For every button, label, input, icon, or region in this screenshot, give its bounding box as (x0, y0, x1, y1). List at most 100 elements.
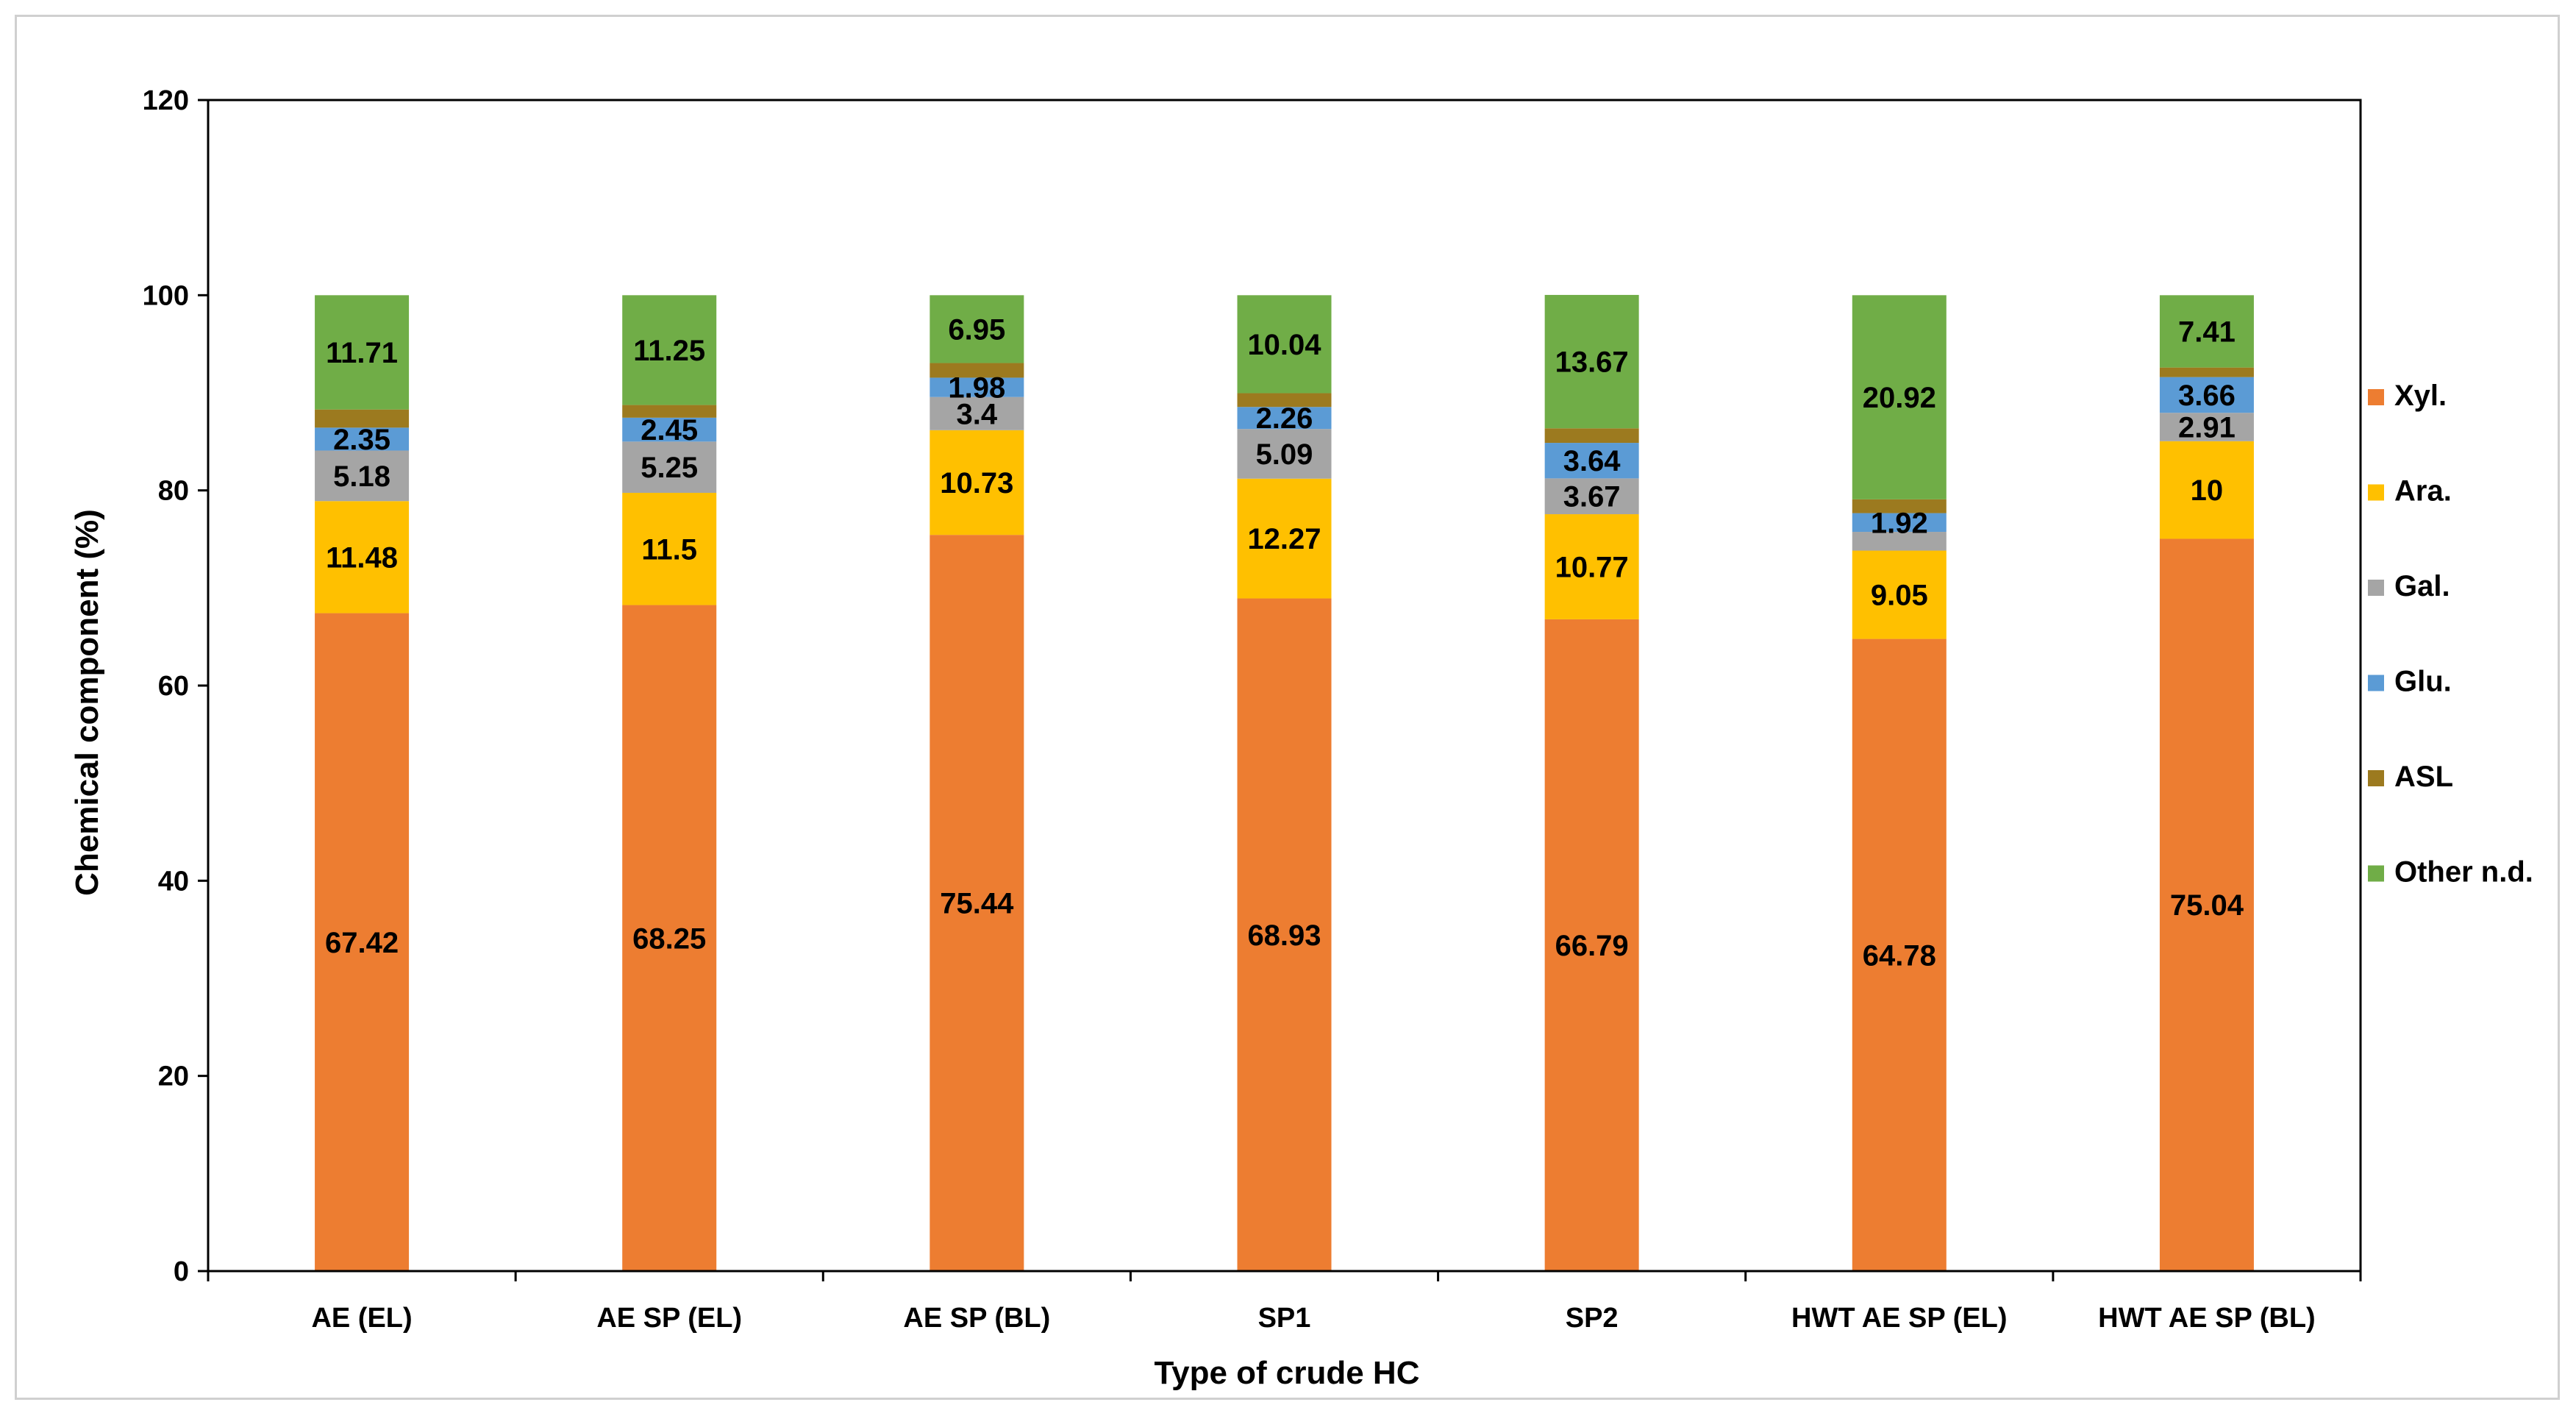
x-tick-label: HWT AE SP (EL) (1791, 1303, 2007, 1334)
bar-segment-asl (2159, 367, 2254, 377)
bar-segment-glu (2159, 377, 2254, 413)
bar-segment-xyl (1852, 638, 1947, 1271)
bar-segment-other-n-d (622, 295, 717, 405)
y-tick-label: 100 (143, 280, 189, 311)
bar-segment-glu (1544, 443, 1639, 479)
data-label: 5.25 (641, 452, 698, 484)
legend-label: Other n.d. (2394, 856, 2533, 889)
bar-segment-xyl (930, 535, 1024, 1271)
legend-swatch (2368, 580, 2384, 596)
x-axis-title: Type of crude HC (1154, 1355, 1419, 1391)
x-tick-label: SP1 (1258, 1303, 1311, 1334)
legend-label: Gal. (2394, 570, 2450, 602)
bar-segment-xyl (1237, 598, 1332, 1271)
bar-segment-glu (930, 377, 1024, 397)
y-tick-label: 80 (158, 476, 189, 507)
data-label: 11.5 (641, 533, 697, 566)
bar-segment-gal (930, 396, 1024, 430)
data-label: 10.73 (940, 467, 1013, 499)
data-label: 2.26 (1256, 402, 1313, 435)
bar-segment-other-n-d (1852, 295, 1947, 499)
bar-segment-gal (2159, 413, 2254, 441)
x-tick-label: AE (EL) (311, 1303, 412, 1334)
data-label: 10.77 (1555, 551, 1629, 583)
bar-segment-xyl (622, 605, 717, 1271)
data-label: 64.78 (1863, 939, 1936, 972)
data-label: 11.71 (326, 337, 398, 369)
x-tick-label: SP2 (1566, 1303, 1619, 1334)
bar-segment-glu (1852, 513, 1947, 533)
legend-swatch (2368, 484, 2384, 501)
data-label: 6.95 (948, 313, 1005, 346)
bar-segment-asl (1237, 393, 1332, 408)
bar-segment-gal (622, 441, 717, 493)
data-label: 11.48 (326, 541, 398, 574)
x-tick-label: HWT AE SP (BL) (2098, 1303, 2316, 1334)
data-label: 68.25 (632, 922, 706, 955)
y-tick-label: 20 (158, 1061, 189, 1092)
data-label: 3.66 (2178, 380, 2236, 412)
bar-segment-xyl (1544, 619, 1639, 1271)
y-tick-label: 60 (158, 671, 189, 702)
bar-segment-other-n-d (1237, 295, 1332, 394)
bar-segment-ara (315, 501, 410, 613)
bar-segment-asl (1544, 428, 1639, 444)
legend-swatch (2368, 865, 2384, 882)
data-label: 13.67 (1555, 346, 1629, 379)
bar-segment-ara (2159, 441, 2254, 539)
bar-segment-ara (1237, 478, 1332, 599)
y-tick-label: 0 (174, 1256, 189, 1287)
data-label: 3.67 (1563, 481, 1621, 513)
data-label: 12.27 (1247, 523, 1321, 555)
bar-segment-other-n-d (2159, 295, 2254, 368)
bar-segment-other-n-d (1544, 294, 1639, 429)
bar-segment-ara (930, 430, 1024, 536)
bar-segment-gal (1237, 429, 1332, 479)
x-tick-label: AE SP (BL) (903, 1303, 1050, 1334)
data-label: 66.79 (1555, 930, 1629, 962)
data-label: 5.18 (333, 460, 390, 493)
data-label: 68.93 (1247, 919, 1321, 952)
bar-segment-other-n-d (930, 295, 1024, 363)
legend-swatch (2368, 675, 2384, 691)
data-label: 3.4 (957, 398, 998, 430)
data-label: 20.92 (1863, 382, 1936, 414)
data-label: 1.98 (948, 372, 1005, 405)
y-tick-label: 120 (143, 85, 189, 116)
x-tick-label: AE SP (EL) (596, 1303, 742, 1334)
data-label: 2.91 (2178, 411, 2236, 444)
data-label: 2.45 (641, 414, 698, 446)
legend-label: Xyl. (2394, 380, 2447, 412)
bar-segment-asl (930, 363, 1024, 378)
data-label: 75.04 (2170, 889, 2244, 922)
legend-swatch (2368, 770, 2384, 786)
legend-label: ASL (2394, 761, 2453, 793)
data-label: 2.35 (333, 424, 390, 456)
data-label: 5.09 (1256, 438, 1313, 471)
legend-label: Ara. (2394, 475, 2452, 508)
bar-segment-glu (315, 427, 410, 451)
legend-swatch (2368, 389, 2384, 405)
bar-segment-glu (1237, 407, 1332, 430)
stacked-bar-chart: 0 20 40 60 80 100 120 AE (EL) AE SP (EL) AE SP (B… (69, 85, 2533, 1391)
data-label: 7.41 (2178, 316, 2236, 348)
data-label: 10 (2191, 474, 2224, 507)
bar-segment-asl (622, 405, 717, 418)
bar-segment-ara (1852, 550, 1947, 639)
bar-segment-xyl (2159, 538, 2254, 1271)
data-label: 11.25 (633, 335, 705, 367)
data-label: 3.64 (1563, 445, 1621, 477)
data-label: 67.42 (325, 927, 399, 959)
bar-segment-xyl (315, 613, 410, 1271)
data-label: 10.04 (1247, 329, 1321, 361)
data-label: 75.44 (940, 888, 1014, 920)
bar-segment-gal (1852, 532, 1947, 551)
legend-label: Glu. (2394, 666, 2452, 698)
bar-segment-gal (1544, 478, 1639, 515)
y-tick-label: 40 (158, 866, 189, 897)
bar-segment-ara (622, 492, 717, 605)
bar-segment-gal (315, 450, 410, 502)
data-label: 1.92 (1871, 507, 1928, 539)
bar-segment-glu (622, 417, 717, 442)
bar-segment-other-n-d (315, 295, 410, 410)
